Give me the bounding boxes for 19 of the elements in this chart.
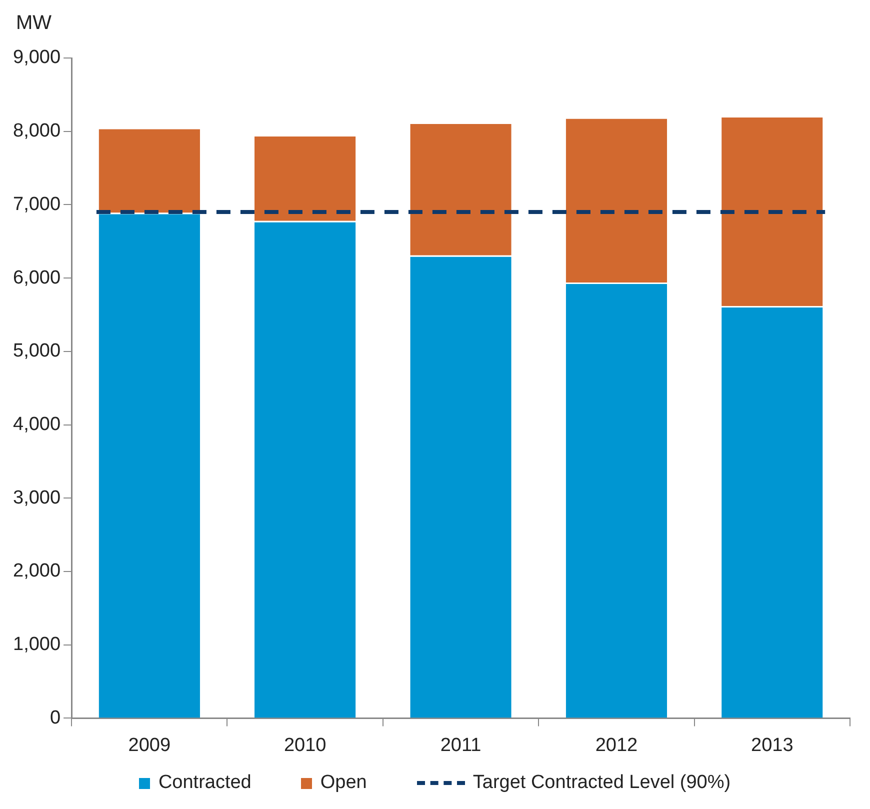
y-tick-label: 7,000 xyxy=(13,194,61,215)
x-tick-label: 2012 xyxy=(595,734,638,756)
x-tick-label: 2011 xyxy=(440,734,482,756)
y-tick-label: 0 xyxy=(50,707,61,728)
y-tick-label: 2,000 xyxy=(13,560,61,582)
y-tick-label: 4,000 xyxy=(13,414,61,436)
legend-label: Contracted xyxy=(158,772,252,794)
y-tick-label: 8,000 xyxy=(13,120,61,142)
x-tick-label: 2013 xyxy=(751,734,794,756)
x-tick-label: 2010 xyxy=(284,734,326,756)
legend-label: Open xyxy=(320,772,367,794)
y-tick-label: 5,000 xyxy=(13,340,61,362)
y-tick-label: 3,000 xyxy=(13,487,61,508)
y-axis-title: MW xyxy=(16,12,52,35)
y-tick-label: 9,000 xyxy=(13,47,61,68)
y-tick-label: 6,000 xyxy=(13,267,61,288)
x-tick-label: 2009 xyxy=(128,734,171,756)
y-tick-label: 1,000 xyxy=(13,634,61,656)
legend-label: Target Contracted Level (90%) xyxy=(472,772,731,794)
